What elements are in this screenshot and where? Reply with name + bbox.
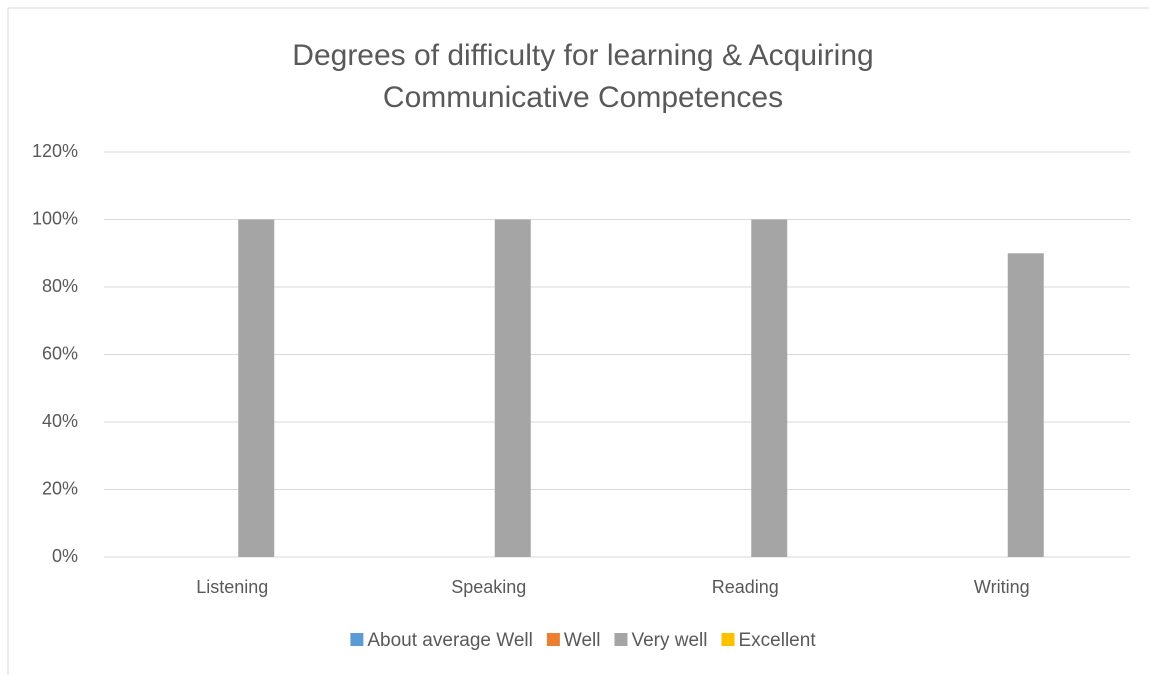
y-tick-label: 20%: [42, 478, 78, 498]
y-tick-label: 0%: [52, 546, 78, 566]
y-tick-label: 80%: [42, 276, 78, 296]
x-tick-label: Speaking: [451, 577, 526, 597]
x-tick-label: Writing: [974, 577, 1030, 597]
y-tick-label: 40%: [42, 411, 78, 431]
legend-swatch: [546, 633, 560, 646]
legend-label: Excellent: [739, 630, 817, 651]
bar: [494, 219, 531, 557]
legend-swatch: [350, 633, 364, 646]
chart-title: Degrees of difficulty for learning & Acq…: [292, 39, 873, 72]
chart-title: Communicative Competences: [383, 81, 783, 114]
legend-label: About average Well: [367, 630, 532, 651]
legend-label: Very well: [631, 630, 707, 651]
legend-swatch: [614, 633, 628, 646]
legend-swatch: [721, 633, 735, 646]
bar: [238, 219, 275, 557]
chart-border: [7, 7, 1149, 675]
y-tick-label: 60%: [42, 343, 78, 363]
bar: [1007, 253, 1044, 557]
x-tick-label: Reading: [712, 577, 779, 597]
y-tick-label: 120%: [32, 141, 78, 161]
y-tick-label: 100%: [32, 208, 78, 228]
bar: [751, 219, 788, 557]
legend-label: Well: [564, 630, 601, 651]
x-tick-label: Listening: [196, 577, 268, 597]
